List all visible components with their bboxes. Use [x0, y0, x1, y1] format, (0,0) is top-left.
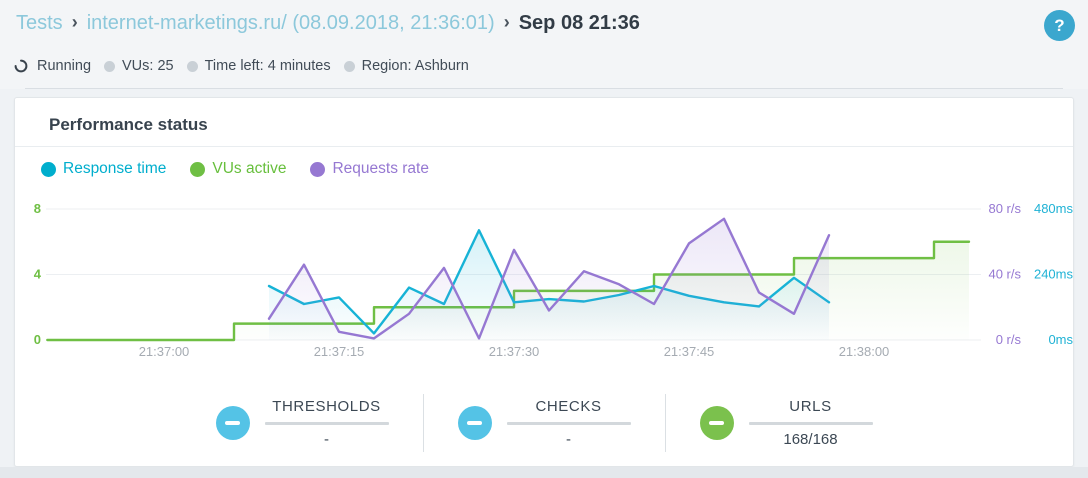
status-vus: VUs: 25 — [100, 58, 174, 74]
legend-dot-icon — [190, 161, 206, 177]
stat-label: THRESHOLDS — [272, 398, 381, 415]
running-spinner-icon — [14, 59, 28, 73]
stat-urls: URLS 168/168 — [666, 398, 907, 448]
status-region-label: Region: Ashburn — [361, 58, 469, 74]
left-axis-tick-label: 4 — [34, 267, 42, 282]
breadcrumb: Tests › internet-marketings.ru/ (08.09.2… — [16, 12, 640, 35]
series-area-requests-rate — [269, 218, 829, 340]
stat-label: CHECKS — [535, 398, 602, 415]
stat-label: URLS — [789, 398, 832, 415]
breadcrumb-link-test-run[interactable]: internet-marketings.ru/ (08.09.2018, 21:… — [86, 12, 495, 34]
legend-item-requests-rate[interactable]: Requests rate — [310, 160, 429, 178]
left-axis-tick-label: 8 — [34, 201, 41, 216]
stat-value: 168/168 — [783, 431, 838, 448]
left-axis-tick-label: 0 — [34, 332, 41, 347]
chevron-right-icon: › — [71, 12, 78, 32]
header-divider — [25, 88, 1063, 89]
chart-legend: Response time VUs active Requests rate — [41, 160, 429, 178]
status-time-left: Time left: 4 minutes — [183, 58, 331, 74]
minus-icon — [709, 421, 724, 425]
legend-item-response-time[interactable]: Response time — [41, 160, 166, 178]
x-axis-tick-label: 21:37:45 — [664, 344, 715, 359]
x-axis-tick-label: 21:37:30 — [489, 344, 540, 359]
x-axis-tick-label: 21:38:00 — [839, 344, 890, 359]
urls-status-badge[interactable] — [699, 406, 734, 440]
stat-underline — [748, 422, 873, 425]
x-axis-tick-label: 21:37:00 — [139, 344, 190, 359]
x-axis-tick-label: 21:37:15 — [314, 344, 365, 359]
card-title: Performance status — [15, 98, 1073, 147]
bullet-dot-icon — [104, 60, 116, 72]
legend-dot-icon — [41, 161, 56, 177]
performance-status-card: Performance status Response time VUs act… — [14, 97, 1074, 467]
right-axis-ms-tick-label: 480ms — [1034, 201, 1074, 216]
legend-label: VUs active — [212, 160, 287, 177]
right-axis-rps-tick-label: 40 r/s — [988, 267, 1021, 282]
status-region: Region: Ashburn — [340, 58, 469, 74]
stat-underline — [264, 422, 389, 425]
status-vus-label: VUs: 25 — [122, 58, 174, 74]
breadcrumb-current-page: Sep 08 21:36 — [518, 12, 640, 34]
bullet-dot-icon — [186, 60, 198, 72]
right-axis-ms-tick-label: 0ms — [1048, 332, 1073, 347]
top-header: Tests › internet-marketings.ru/ (08.09.2… — [0, 0, 1088, 89]
right-axis-rps-tick-label: 80 r/s — [988, 201, 1021, 216]
legend-label: Requests rate — [332, 160, 429, 177]
minus-icon — [467, 421, 482, 425]
legend-dot-icon — [310, 161, 326, 177]
stat-checks: CHECKS - — [424, 398, 665, 448]
stat-divider — [664, 394, 666, 452]
stat-value: - — [324, 431, 329, 448]
stat-underline — [506, 422, 631, 425]
stat-divider — [422, 394, 424, 452]
help-button[interactable]: ? — [1044, 10, 1075, 41]
thresholds-status-badge[interactable] — [215, 406, 250, 440]
stat-value: - — [566, 431, 571, 448]
minus-icon — [225, 421, 240, 425]
breadcrumb-link-tests[interactable]: Tests — [16, 12, 63, 34]
stat-thresholds: THRESHOLDS - — [182, 398, 423, 448]
test-stats-row: THRESHOLDS - CHECKS - URLS 16 — [15, 394, 1073, 452]
page-bottom-strip — [0, 467, 1088, 478]
chevron-right-icon: › — [503, 12, 510, 32]
legend-item-vus-active[interactable]: VUs active — [190, 160, 286, 178]
bullet-dot-icon — [343, 60, 355, 72]
right-axis-ms-tick-label: 240ms — [1034, 267, 1074, 282]
right-axis-rps-tick-label: 0 r/s — [996, 332, 1022, 347]
checks-status-badge[interactable] — [457, 406, 492, 440]
status-running-label: Running — [37, 58, 92, 74]
test-status-bar: Running VUs: 25 Time left: 4 minutes Reg… — [14, 58, 469, 74]
series-line-requests-rate — [267, 217, 831, 340]
status-time-left-label: Time left: 4 minutes — [204, 58, 331, 74]
legend-label: Response time — [63, 160, 167, 177]
